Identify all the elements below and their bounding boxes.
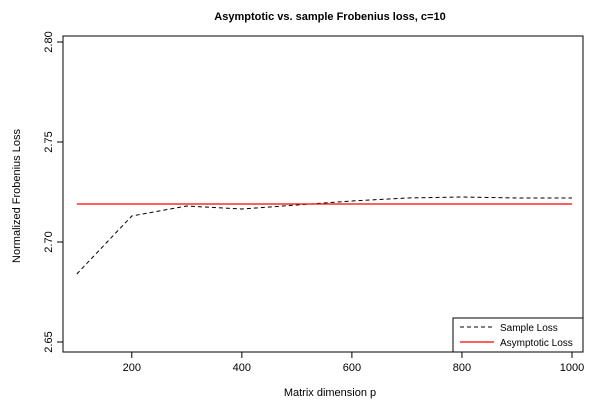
chart-title: Asymptotic vs. sample Frobenius loss, c=…: [214, 11, 445, 23]
legend-label-asymptotic-loss: Asymptotic Loss: [500, 338, 573, 349]
y-tick-label: 2.65: [43, 331, 55, 352]
y-axis: 2.65 2.70 2.75 2.80: [43, 31, 63, 353]
legend-label-sample-loss: Sample Loss: [500, 323, 558, 334]
x-tick-label: 600: [343, 362, 361, 374]
y-tick-label: 2.75: [43, 131, 55, 152]
x-tick-label: 800: [453, 362, 471, 374]
legend: Sample Loss Asymptotic Loss: [452, 317, 584, 353]
series-line-sample-loss: [76, 196, 572, 275]
x-axis: 200 400 600 800 1000: [123, 352, 584, 374]
series-layer: [76, 196, 572, 275]
x-axis-label: Matrix dimension p: [284, 387, 376, 399]
y-tick-label: 2.80: [43, 31, 55, 52]
legend-box: [452, 317, 584, 353]
x-tick-label: 1000: [560, 362, 584, 374]
y-tick-label: 2.70: [43, 231, 55, 252]
plot-frame: [62, 35, 584, 353]
x-tick-label: 200: [123, 362, 141, 374]
x-tick-label: 400: [233, 362, 251, 374]
y-axis-label: Normalized Frobenius Loss: [11, 129, 23, 263]
